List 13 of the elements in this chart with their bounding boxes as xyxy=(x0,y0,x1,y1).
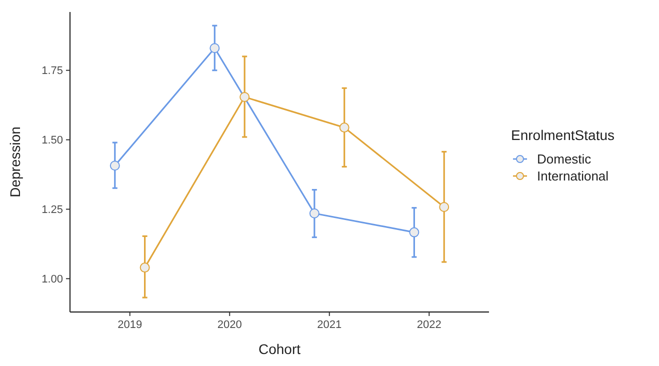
y-tick-label: 1.75 xyxy=(42,65,63,78)
legend-label: International xyxy=(537,168,609,184)
x-axis-title: Cohort xyxy=(258,341,301,357)
legend-label: Domestic xyxy=(537,152,592,167)
y-axis-title: Depression xyxy=(7,126,23,198)
legend-title: EnrolmentStatus xyxy=(511,127,614,143)
x-tick-label: 2021 xyxy=(317,319,342,331)
y-tick-label: 1.25 xyxy=(42,204,63,216)
x-tick-label: 2019 xyxy=(118,319,142,331)
x-tick-label: 2022 xyxy=(416,319,442,331)
y-tick-label: 1.00 xyxy=(42,274,63,286)
x-tick-label: 2020 xyxy=(217,319,242,331)
y-tick-label: 1.50 xyxy=(42,134,63,147)
